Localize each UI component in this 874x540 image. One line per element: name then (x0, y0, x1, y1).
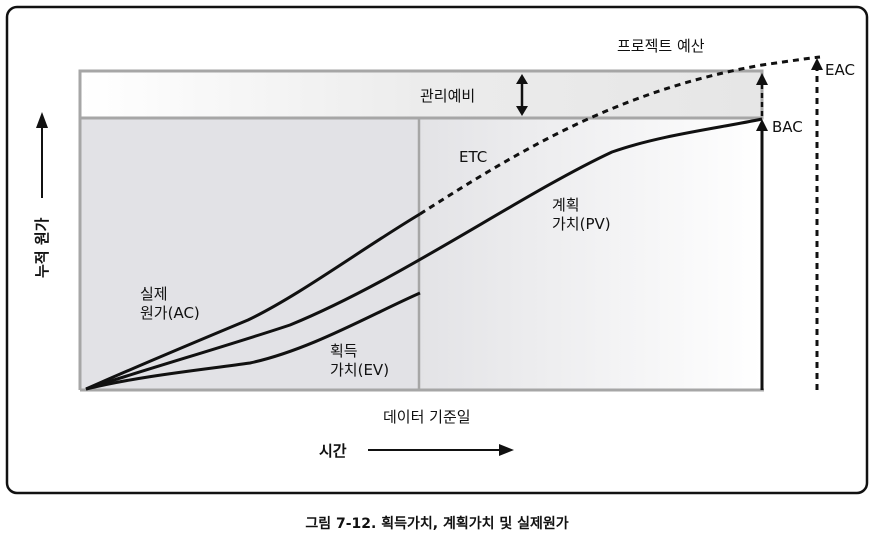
ac-label-line1: 실제 (140, 285, 168, 303)
ac-curve (85, 212, 421, 391)
etc-dashed-curve (419, 55, 821, 216)
eac-arrow (811, 58, 823, 390)
project-budget-label: 프로젝트 예산 (617, 37, 705, 55)
data-date-label: 데이터 기준일 (383, 408, 471, 426)
ev-label-line1: 획득 (330, 342, 358, 360)
ac-label-line2: 원가(AC) (140, 304, 200, 322)
y-axis-arrow (36, 112, 48, 198)
etc-label: ETC (459, 148, 487, 166)
eac-label: EAC (825, 61, 855, 79)
budget-dashed-arrow (756, 73, 768, 116)
management-reserve-label: 관리예비 (420, 87, 475, 105)
actual-area (80, 118, 419, 390)
x-axis-label: 시간 (319, 442, 347, 460)
figure-caption: 그림 7-12. 획득가치, 계획가치 및 실제원가 (305, 515, 568, 532)
bac-arrow (756, 119, 768, 390)
reserve-double-arrow (516, 74, 528, 116)
pv-label-line2: 가치(PV) (552, 215, 611, 233)
ev-curve (85, 291, 421, 391)
ev-label-line2: 가치(EV) (330, 361, 389, 379)
bac-label: BAC (772, 118, 803, 136)
y-axis-label: 누적 원가 (33, 217, 51, 278)
pv-curve (85, 117, 763, 391)
x-axis-arrow (368, 444, 514, 456)
pv-label-line1: 계획 (552, 196, 580, 214)
